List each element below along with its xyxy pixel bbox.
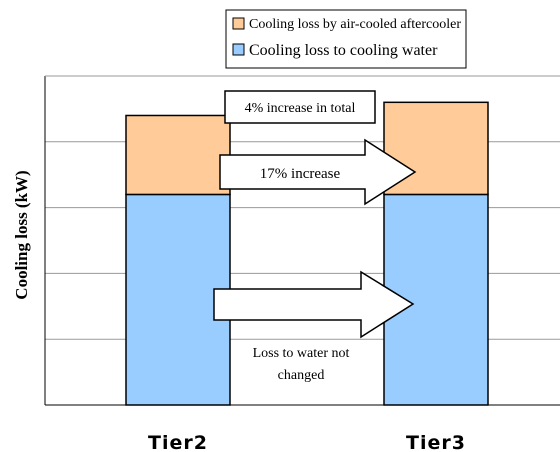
legend-box bbox=[225, 9, 467, 69]
annotation-water-line2: changed bbox=[278, 368, 325, 383]
legend: Cooling loss by air-cooled aftercooler C… bbox=[225, 9, 467, 69]
annotation-total-box bbox=[224, 90, 376, 124]
annotation-aftercooler-arrow: 17% increase bbox=[219, 138, 417, 206]
legend-label-aftercooler: Cooling loss by air-cooled aftercooler bbox=[249, 17, 461, 32]
x-tick-label: Tier2 bbox=[148, 432, 208, 452]
y-axis-label: Cooling loss (kW) bbox=[12, 170, 31, 299]
legend-swatch-aftercooler bbox=[232, 17, 245, 30]
bar-tier2-water bbox=[125, 193, 231, 406]
bar-tier2-aftercooler bbox=[125, 114, 231, 196]
annotation-water-note: Loss to water not changed bbox=[253, 346, 350, 383]
annotation-aftercooler-text: 17% increase bbox=[260, 166, 341, 182]
legend-swatch-water bbox=[232, 43, 245, 56]
annotation-total-text: 4% increase in total bbox=[245, 101, 356, 116]
x-tick-label: Tier3 bbox=[406, 432, 466, 452]
annotation-water-arrow bbox=[213, 270, 415, 339]
legend-label-water: Cooling loss to cooling water bbox=[249, 42, 438, 59]
arrow-right-icon bbox=[219, 138, 417, 206]
bars bbox=[125, 101, 489, 406]
arrow-right-icon bbox=[213, 270, 415, 339]
x-tick-labels: Tier2 Tier3 bbox=[148, 432, 466, 452]
annotation-water-line1: Loss to water not bbox=[253, 346, 350, 361]
annotation-total: 4% increase in total bbox=[224, 90, 376, 124]
